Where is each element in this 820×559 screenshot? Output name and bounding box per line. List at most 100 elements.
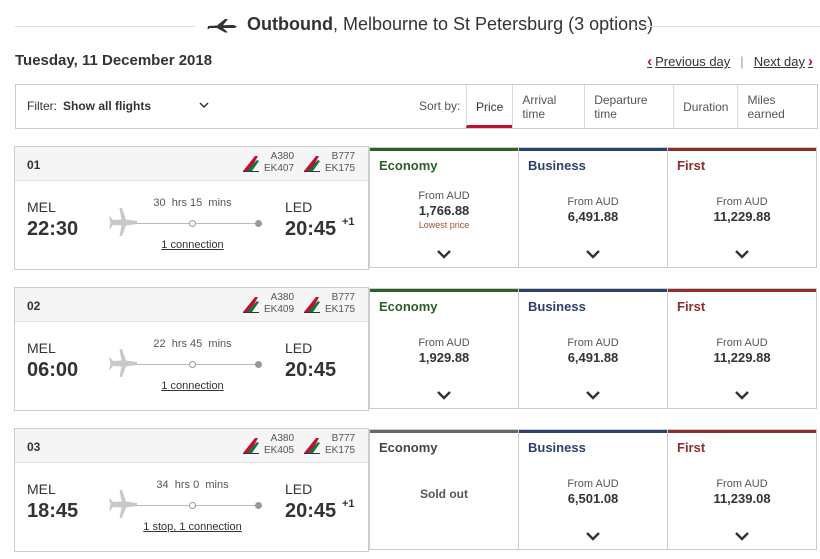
chevron-right-icon: ›	[808, 53, 813, 70]
chevron-down-icon	[734, 528, 750, 546]
sort-tab-miles-earned[interactable]: Miles earned	[737, 85, 817, 128]
fare-class-name: Economy	[379, 158, 438, 173]
sort-tab-price[interactable]: Price	[466, 85, 513, 128]
fare-from-label: From AUD	[567, 337, 619, 349]
fare-price: 6,491.88	[567, 209, 619, 224]
aircraft-type: B777	[331, 151, 356, 162]
fare-from-label: From AUD	[716, 196, 768, 208]
fare-class-name: Economy	[379, 299, 438, 314]
flight-code: EK407	[264, 163, 295, 174]
next-day-link[interactable]: Next day ›	[754, 53, 816, 70]
sort-tabs: Price Arrival time Departure time Durati…	[466, 85, 817, 128]
fare-class-name: Business	[528, 158, 586, 173]
segment-aircraft: A380 EK409	[241, 292, 294, 316]
nav-separator: |	[740, 54, 744, 69]
aircraft-type: A380	[270, 151, 295, 162]
flight-code: EK175	[325, 163, 356, 174]
fare-first[interactable]: First From AUD 11,239.08	[667, 429, 817, 550]
previous-day-link[interactable]: ‹ Previous day	[644, 53, 730, 70]
arrival-time: 20:45	[285, 359, 337, 381]
sort-tab-departure-time[interactable]: Departure time	[584, 85, 673, 128]
emirates-tail-icon	[304, 297, 320, 313]
chevron-down-icon	[734, 387, 750, 405]
filter-dropdown[interactable]: Filter: Show all flights	[27, 99, 209, 113]
fare-first[interactable]: First From AUD 11,229.88	[667, 147, 817, 268]
duration-minutes: 45	[190, 338, 203, 350]
connection-link[interactable]: 1 connection	[161, 380, 224, 392]
chevron-down-icon	[734, 246, 750, 264]
flight-duration: 22 hrs 45 mins	[153, 338, 232, 350]
duration-hours: 22	[153, 338, 166, 350]
flight-card-header: 03 A380 EK405 B777 EK175	[15, 429, 368, 463]
segment-aircraft: B777 EK175	[302, 433, 355, 457]
aircraft-type: B777	[331, 292, 356, 303]
fare-class-name: Economy	[379, 440, 438, 455]
flight-info-card[interactable]: 01 A380 EK407 B777 EK175 MEL 22:30 30 hrs …	[14, 146, 369, 270]
emirates-tail-icon	[304, 156, 320, 172]
title-direction: Outbound	[247, 14, 333, 34]
fare-class-name: First	[677, 158, 706, 173]
arrival-dot	[255, 361, 262, 368]
fare-business[interactable]: Business From AUD 6,501.08	[518, 429, 668, 550]
aircraft-type: B777	[331, 433, 356, 444]
fare-class-name: Business	[528, 299, 586, 314]
page-header: Outbound, Melbourne to St Petersburg (3 …	[0, 0, 820, 52]
fare-economy[interactable]: Economy From AUD 1,766.88 Lowest price	[369, 147, 519, 268]
emirates-tail-icon	[243, 297, 259, 313]
arrival-day-offset: +1	[342, 216, 355, 228]
flight-code: EK409	[264, 304, 295, 315]
fare-class-bar	[370, 148, 518, 151]
arrival-city: LED	[285, 199, 313, 215]
date-bar: Tuesday, 11 December 2018 ‹ Previous day …	[15, 52, 820, 82]
chevron-down-icon	[585, 246, 601, 264]
flight-number-index: 03	[27, 440, 41, 454]
arrival-dot	[255, 502, 262, 509]
route-line	[135, 502, 262, 509]
connection-link[interactable]: 1 connection	[161, 239, 224, 251]
departure-city: MEL	[27, 481, 56, 497]
fare-class-bar	[668, 289, 816, 292]
flight-code: EK405	[264, 445, 295, 456]
fare-class-bar	[668, 148, 816, 151]
emirates-tail-icon	[304, 438, 320, 454]
arrival-time: 20:45	[285, 500, 337, 522]
fare-economy[interactable]: Economy From AUD 1,929.88	[369, 288, 519, 409]
segment-aircraft: B777 EK175	[302, 292, 355, 316]
fare-from-label: From AUD	[567, 478, 619, 490]
flight-info-card[interactable]: 03 A380 EK405 B777 EK175 MEL 18:45 34 hrs …	[14, 428, 369, 552]
connection-dot	[189, 502, 196, 509]
fare-price: 6,491.88	[567, 350, 619, 365]
chevron-down-icon	[199, 100, 209, 112]
fare-economy[interactable]: Economy Sold out	[369, 429, 519, 550]
fare-price: 6,501.08	[567, 491, 619, 506]
sort-tab-arrival-time[interactable]: Arrival time	[512, 85, 584, 128]
sold-out-label: Sold out	[420, 487, 468, 501]
flight-card-header: 01 A380 EK407 B777 EK175	[15, 147, 368, 181]
chevron-down-icon	[585, 387, 601, 405]
fare-first[interactable]: First From AUD 11,229.88	[667, 288, 817, 409]
fare-class-bar	[519, 289, 667, 292]
arrival-day-offset: +1	[342, 498, 355, 510]
flight-info-card[interactable]: 02 A380 EK409 B777 EK175 MEL 06:00 22 hrs …	[14, 287, 369, 411]
departure-time: 18:45	[27, 500, 79, 522]
airplane-icon	[207, 18, 237, 32]
fare-business[interactable]: Business From AUD 6,491.88	[518, 288, 668, 409]
title-route: , Melbourne to St Petersburg (3 options)	[332, 14, 654, 34]
filter-label: Filter:	[27, 99, 57, 113]
departure-time: 22:30	[27, 218, 79, 240]
connection-link[interactable]: 1 stop, 1 connection	[143, 521, 242, 533]
fare-class-name: First	[677, 299, 706, 314]
header-rule-left	[15, 26, 195, 27]
flight-option: 03 A380 EK405 B777 EK175 MEL 18:45 34 hrs …	[14, 428, 820, 552]
day-navigation: ‹ Previous day | Next day ›	[644, 53, 816, 70]
emirates-tail-icon	[243, 438, 259, 454]
fare-from-label: From AUD	[418, 190, 470, 202]
selected-date: Tuesday, 11 December 2018	[15, 52, 213, 69]
fare-business[interactable]: Business From AUD 6,491.88	[518, 147, 668, 268]
sort-tab-duration[interactable]: Duration	[673, 85, 737, 128]
arrival-time: 20:45	[285, 218, 337, 240]
emirates-tail-icon	[243, 156, 259, 172]
flight-duration: 30 hrs 15 mins	[153, 197, 232, 209]
fare-from-label: From AUD	[716, 478, 768, 490]
filter-sort-toolbar: Filter: Show all flights Sort by: Price …	[15, 84, 818, 129]
